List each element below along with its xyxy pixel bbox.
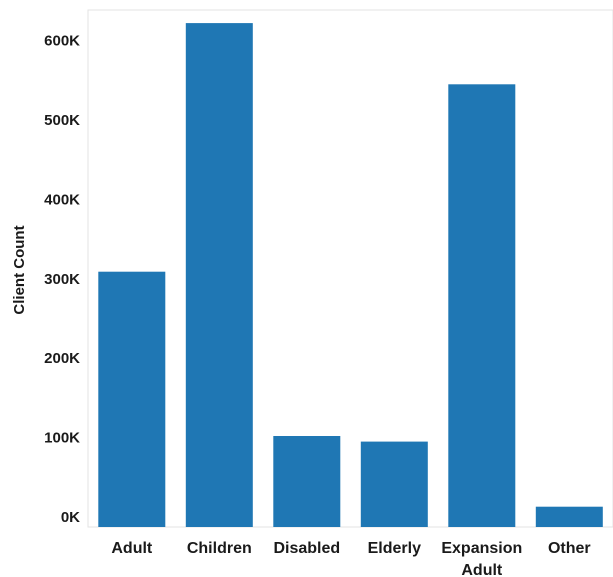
bar-other	[535, 506, 603, 527]
x-category-label: Adult	[111, 540, 153, 557]
y-tick-label: 300K	[44, 271, 80, 288]
y-tick-label: 0K	[61, 509, 80, 526]
bar-expansion-adult	[448, 84, 516, 528]
bars-group	[98, 23, 603, 528]
y-tick-label: 400K	[44, 191, 80, 208]
y-axis-ticks: 0K 100K 200K 300K 400K 500K 600K	[44, 33, 80, 526]
y-tick-label: 500K	[44, 112, 80, 129]
x-category-label: Expansion	[441, 540, 522, 557]
bar-elderly	[360, 441, 428, 527]
bar-adult	[98, 271, 166, 527]
x-category-label: Adult	[461, 562, 503, 577]
x-category-label: Other	[548, 540, 591, 557]
plot-area-border	[87, 9, 613, 528]
y-tick-label: 100K	[44, 430, 80, 447]
bar-disabled	[273, 436, 341, 527]
bar-children	[185, 23, 253, 527]
x-axis-labels: Adult Children Disabled Elderly Expansion Adu…	[111, 540, 590, 577]
x-category-label: Children	[187, 540, 252, 557]
x-category-label: Disabled	[273, 540, 340, 557]
y-axis-label: Client Count	[11, 225, 28, 314]
y-tick-label: 600K	[44, 33, 80, 50]
y-tick-label: 200K	[44, 350, 80, 367]
x-category-label: Elderly	[368, 540, 421, 557]
plot-frame	[87, 9, 613, 528]
